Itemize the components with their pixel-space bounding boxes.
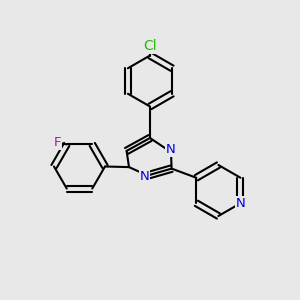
Text: F: F	[54, 136, 62, 149]
Text: N: N	[166, 143, 176, 156]
Text: N: N	[236, 197, 245, 210]
Text: N: N	[140, 170, 149, 184]
Text: Cl: Cl	[143, 39, 157, 53]
